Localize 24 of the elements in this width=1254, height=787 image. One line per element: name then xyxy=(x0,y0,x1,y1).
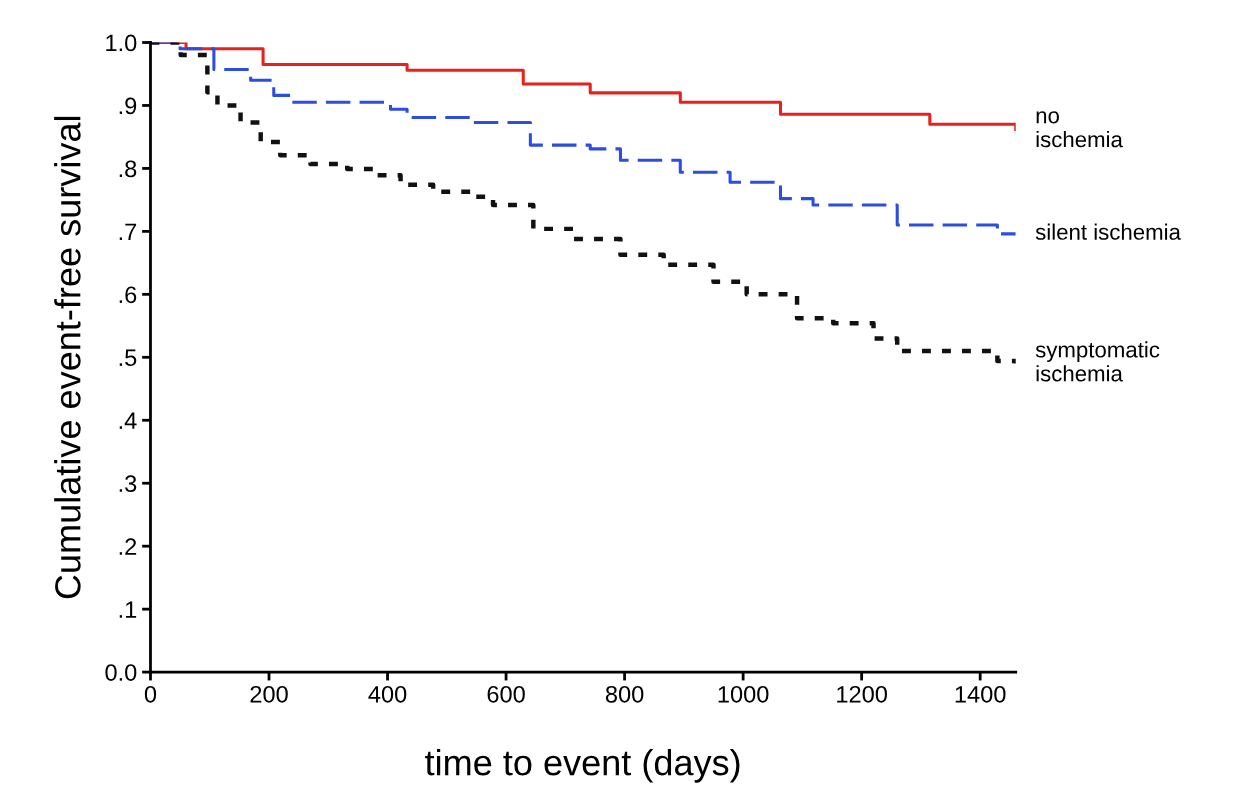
x-tick-label: 400 xyxy=(368,685,407,703)
x-tick-label: 600 xyxy=(487,685,525,703)
y-tick-label: .7 xyxy=(119,223,137,240)
y-tick-label: .9 xyxy=(119,97,137,115)
y-tick-label: .3 xyxy=(119,475,137,493)
y-tick-label: .6 xyxy=(119,286,137,304)
y-axis-title: Cumulative event-free survival xyxy=(54,116,81,599)
x-tick-label: 800 xyxy=(605,685,644,703)
y-tick-label: .2 xyxy=(119,538,137,555)
x-axis-title: time to event (days) xyxy=(425,748,740,783)
y-tick-label: .1 xyxy=(119,601,137,618)
y-tick-label: .4 xyxy=(119,412,137,429)
y-tick-label: 1.0 xyxy=(106,34,137,52)
x-tick-label: 1000 xyxy=(718,685,769,703)
x-tick-label: 0 xyxy=(144,685,157,703)
x-tick-label: 1400 xyxy=(955,685,1006,703)
series-label: no ischemia xyxy=(1036,111,1123,148)
y-tick-label: .8 xyxy=(119,160,137,178)
x-tick-label: 1200 xyxy=(837,685,887,703)
y-tick-label: .5 xyxy=(119,349,137,367)
series-label: symptomatic ischemia xyxy=(1035,341,1160,382)
x-tick-label: 200 xyxy=(250,685,288,703)
series-label: silent ischemia xyxy=(1035,223,1181,240)
y-tick-label: 0.0 xyxy=(105,664,137,681)
